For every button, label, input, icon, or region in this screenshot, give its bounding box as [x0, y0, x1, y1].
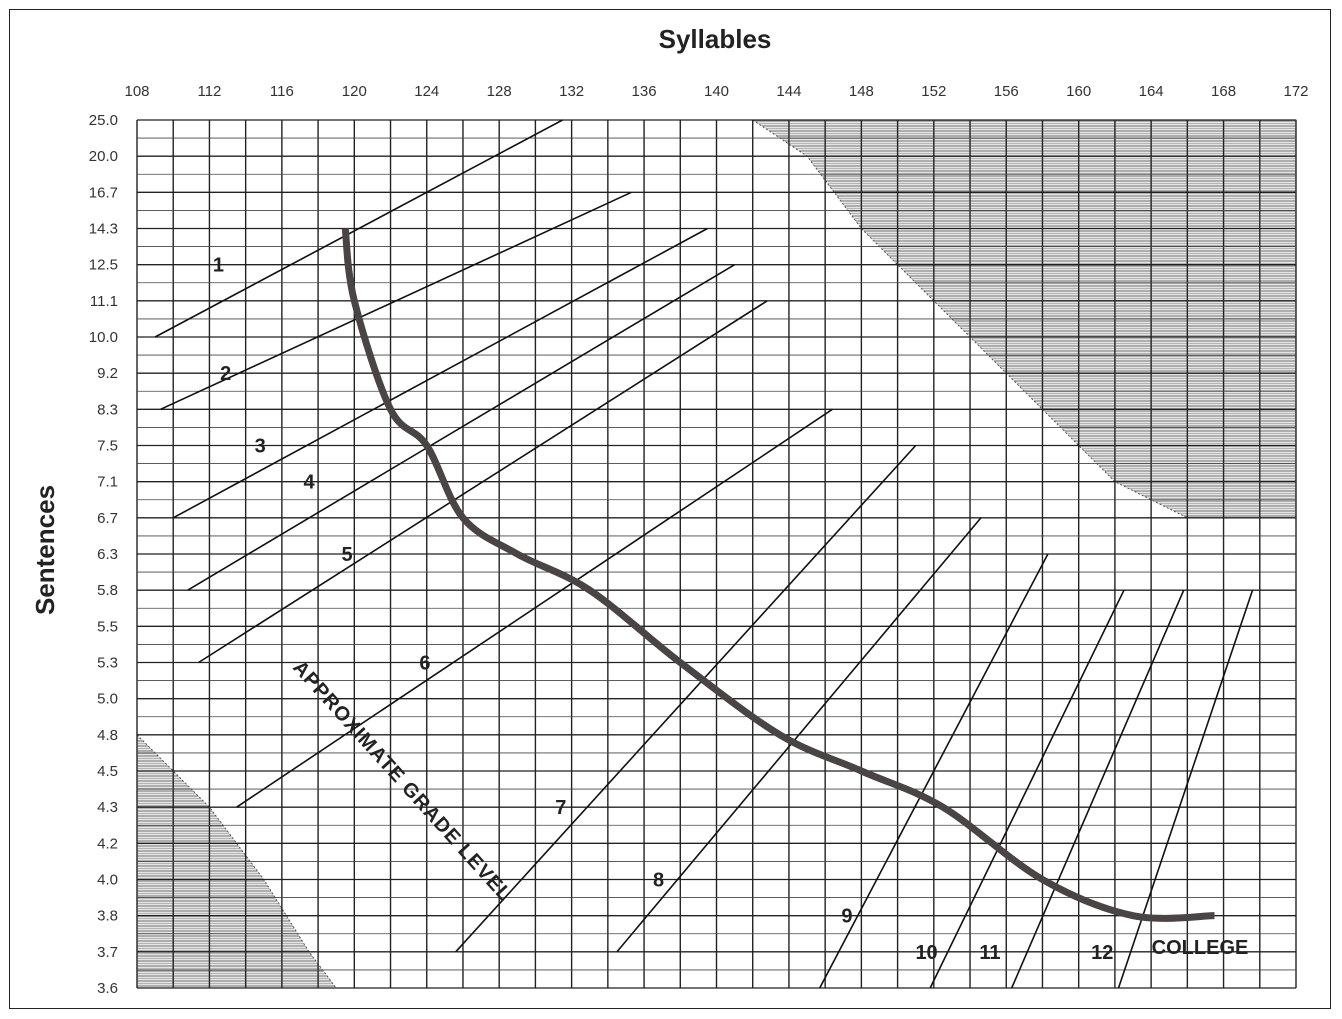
- grade-line-5: [198, 300, 768, 664]
- y-tick-label: 3.8: [97, 908, 118, 925]
- x-tick-label: 112: [197, 83, 221, 100]
- grade-line-11: [1010, 589, 1185, 989]
- chart-frame: [9, 9, 1331, 1009]
- grade-label-11: 11: [979, 942, 1000, 964]
- x-tick-label: 168: [1211, 83, 1236, 100]
- x-tick-label: 152: [921, 83, 946, 100]
- x-tick-label: 132: [559, 83, 584, 100]
- x-tick-label: 148: [849, 83, 874, 100]
- grade-label-6: 6: [419, 653, 430, 675]
- y-tick-label: 14.3: [89, 221, 118, 238]
- x-tick-label: 140: [704, 83, 729, 100]
- x-tick-label: 128: [487, 83, 512, 100]
- grade-label-9: 9: [841, 906, 852, 928]
- y-tick-label: 6.7: [97, 510, 118, 527]
- grade-label-1: 1: [213, 255, 224, 277]
- grade-line-1: [154, 119, 563, 338]
- x-tick-label: 136: [632, 83, 657, 100]
- grade-curve: [341, 228, 1215, 922]
- x-tick-label: 120: [342, 83, 367, 100]
- y-tick-label: 20.0: [89, 148, 118, 165]
- grade-line-7: [455, 444, 917, 953]
- y-tick-label: 4.8: [97, 727, 118, 744]
- x-tick-label: 108: [124, 83, 149, 100]
- grade-label-7: 7: [555, 797, 566, 819]
- y-tick-label: 10.0: [89, 329, 118, 346]
- grade-label-10: 10: [915, 942, 937, 964]
- x-tick-label: 172: [1283, 83, 1308, 100]
- y-tick-label: 12.5: [89, 257, 118, 274]
- x-tick-label: 144: [776, 83, 801, 100]
- y-tick-label: 5.0: [97, 691, 118, 708]
- y-tick-label: 11.1: [90, 293, 118, 310]
- grade-lines: [154, 119, 1254, 989]
- grade-line-3: [172, 227, 708, 519]
- x-tick-label: 164: [1139, 83, 1164, 100]
- grade-line-2: [160, 191, 632, 411]
- y-tick-label: 8.3: [97, 401, 118, 418]
- x-tick-label: 116: [270, 83, 294, 100]
- grade-label-2: 2: [220, 363, 231, 385]
- y-tick-labels: 25.0 20.0 16.7 14.3 12.5 11.1 10.0 9.2 8.3 7.5 7.1…: [89, 112, 118, 997]
- grade-line-6: [236, 408, 833, 808]
- y-tick-label: 5.3: [97, 655, 118, 672]
- curve-label: APPROXIMATE GRADE LEVEL: [288, 657, 516, 907]
- grid: [136, 119, 1297, 989]
- grade-label-3: 3: [255, 436, 266, 458]
- grade-line-8: [616, 517, 982, 953]
- grade-line-12: [1117, 589, 1254, 989]
- y-tick-label: 7.5: [97, 438, 118, 455]
- y-tick-label: 3.7: [97, 944, 118, 961]
- x-axis-title: Syllables: [659, 24, 772, 54]
- y-tick-label: 9.2: [97, 365, 118, 382]
- grade-line-10: [929, 589, 1125, 989]
- grade-label-4: 4: [303, 472, 315, 494]
- y-tick-label: 6.3: [97, 546, 118, 563]
- y-tick-label: 4.0: [97, 872, 118, 889]
- x-tick-labels: 108 112 116 120 124 128 132 136 140 144 148 152 156 1…: [124, 83, 1308, 100]
- y-tick-label: 25.0: [89, 112, 118, 129]
- x-tick-label: 124: [414, 83, 439, 100]
- y-tick-label: 5.8: [97, 582, 118, 599]
- grade-label-8: 8: [653, 870, 664, 892]
- y-tick-label: 4.2: [97, 835, 118, 852]
- x-tick-label: 160: [1066, 83, 1091, 100]
- x-tick-label: 156: [994, 83, 1019, 100]
- grade-line-9: [819, 553, 1049, 989]
- grade-label-12: 12: [1091, 942, 1113, 964]
- grade-label-5: 5: [342, 544, 353, 566]
- y-tick-label: 7.1: [97, 474, 118, 491]
- grade-line-4: [187, 263, 736, 591]
- y-tick-label: 4.5: [97, 763, 118, 780]
- y-tick-label: 4.3: [97, 799, 118, 816]
- y-tick-label: 16.7: [89, 184, 118, 201]
- y-axis-title: Sentences: [30, 485, 60, 615]
- y-tick-label: 5.5: [97, 618, 118, 635]
- grade-label-college: COLLEGE: [1152, 937, 1249, 959]
- y-tick-label: 3.6: [97, 980, 118, 997]
